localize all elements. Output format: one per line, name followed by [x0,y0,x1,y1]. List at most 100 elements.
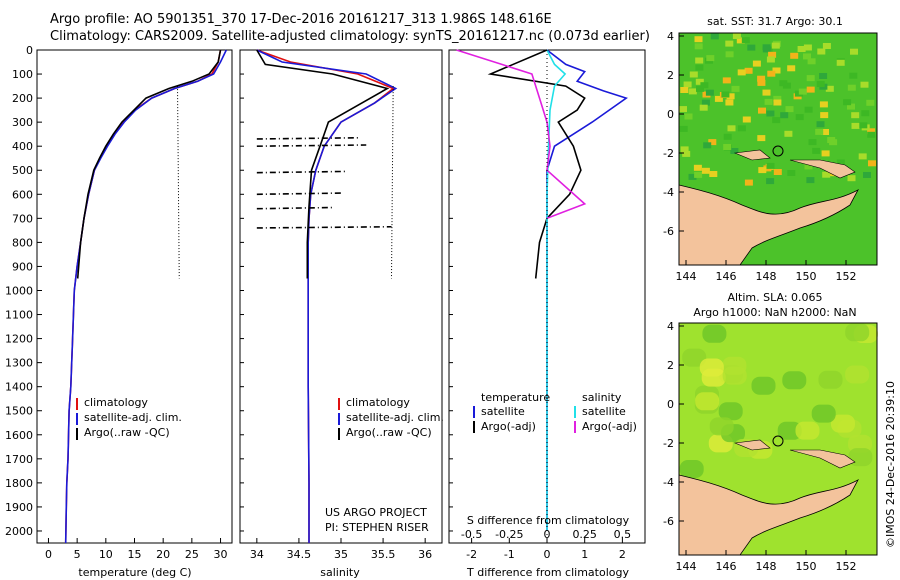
float-location-marker [772,145,784,157]
sst-texture-cell [694,171,703,178]
series-line-satellite-adj. clim. [64,49,228,544]
depth-tick-label: 500 [12,164,33,177]
x-tick-label: 36 [418,548,432,561]
series-line-Argo(..raw -QC) [76,49,222,279]
series-line-climatology [256,49,395,543]
sst-texture-cell [703,142,712,149]
map-x-tick-label: 146 [716,560,737,573]
sst-texture-cell [803,53,811,60]
legend-head-temperature: temperature [481,391,550,404]
sst-texture-cell [804,163,813,170]
sst-texture-cell [683,81,692,88]
qc-dashdot-line [256,225,392,229]
header-line-1: Argo profile: AO 5901351_370 17-Dec-2016… [50,12,552,27]
sst-texture-cell [773,95,782,102]
x-tick-label: 35 [334,548,348,561]
sst-texture-cell [732,33,741,39]
sst-texture-cell [851,122,860,129]
sst-texture-cell [695,57,704,64]
sst-texture-cell [706,55,715,62]
sst-texture-cell [803,44,812,51]
sla-texture-cell [782,371,807,390]
sst-texture-cell [744,179,753,186]
x-tick-label: 20 [156,548,170,561]
sst-texture-cell [699,104,708,111]
map-x-tick-label: 152 [836,270,857,283]
sst-texture-cell [766,178,775,185]
sst-texture-cell [710,33,719,40]
s-tick-label: -0.25 [495,528,523,541]
depth-tick-label: 700 [12,212,33,225]
sla-texture-cell [702,324,727,343]
sst-texture-cell [752,60,761,67]
legend-head-salinity: salinity [582,391,622,404]
sst-texture-cell [758,107,766,114]
sst-texture-cell [851,112,860,119]
sst-texture-cell [771,42,780,49]
sst-texture-cell [700,82,709,89]
sla-texture-cell [845,323,870,342]
sst-texture-cell [708,139,717,146]
s-tick-label: 0.25 [572,528,597,541]
salinity-xlabel: salinity [320,566,360,579]
depth-tick-label: 100 [12,68,33,81]
sst-texture-cell [787,65,796,72]
sst-texture-cell [779,80,788,87]
x-tick-label: 5 [74,548,81,561]
sst-texture-cell [766,162,775,169]
sst-texture-cell [836,59,845,66]
sla-texture-cell [695,392,720,411]
x-tick-label: 2 [619,548,626,561]
sst-texture-cell [820,112,829,119]
legend-label: satellite-adj. clim. [346,411,444,424]
sst-texture-cell [772,67,781,74]
depth-tick-label: 1500 [5,405,33,418]
sst-texture-cell [731,85,740,92]
map-y-tick-label: 4 [667,320,674,333]
sst-texture-cell [780,112,789,119]
series-line-satellite-adj. clim. [256,49,398,543]
sst-texture-cell [821,129,829,135]
sst-texture-cell [808,139,817,146]
sst-texture-cell [806,177,815,184]
sst-texture-cell [737,69,746,76]
sst-texture-cell [764,98,773,105]
sla-texture-cell [818,370,843,389]
sst-texture-cell [726,93,735,100]
temperature-axes [36,49,233,544]
sst-texture-cell [867,131,876,138]
sst-texture-cell [849,72,858,79]
sst-map-frame [678,32,878,266]
sst-texture-cell [679,106,687,113]
sst-texture-cell [723,133,732,140]
map-y-tick-label: 2 [667,69,674,82]
sst-texture-cell [762,89,771,96]
map-y-tick-label: 2 [667,359,674,372]
sla-texture-cell [831,414,855,433]
sst-texture-cell [705,89,714,96]
x-tick-label: 1 [581,548,588,561]
sst-texture-cell [804,106,813,113]
sst-texture-cell [693,164,702,171]
sla-texture-cell [811,404,836,423]
sst-texture-cell [688,88,697,95]
sst-texture-cell [787,170,796,176]
sst-texture-cell [815,128,824,135]
sla-texture-cell [718,402,743,421]
qc-dashdot-line [256,170,346,174]
credit-project: US ARGO PROJECT [325,506,427,519]
series-line-salinity-satellite [546,49,567,531]
sst-texture-cell [768,51,777,58]
series-line-Argo(..raw -QC) [256,49,390,279]
sst-texture-cell [843,99,852,106]
sst-texture-cell [742,116,751,123]
x-tick-label: 34 [250,548,264,561]
header-line-2: Climatology: CARS2009. Satellite-adjuste… [50,29,650,44]
map-x-tick-label: 150 [796,560,817,573]
sst-texture-cell [725,40,734,47]
depth-tick-label: 1200 [5,333,33,346]
sst-texture-cell [757,135,766,142]
sst-texture-cell [757,79,766,86]
float-location-marker [772,435,784,447]
credit-pi: PI: STEPHEN RISER [325,521,429,534]
